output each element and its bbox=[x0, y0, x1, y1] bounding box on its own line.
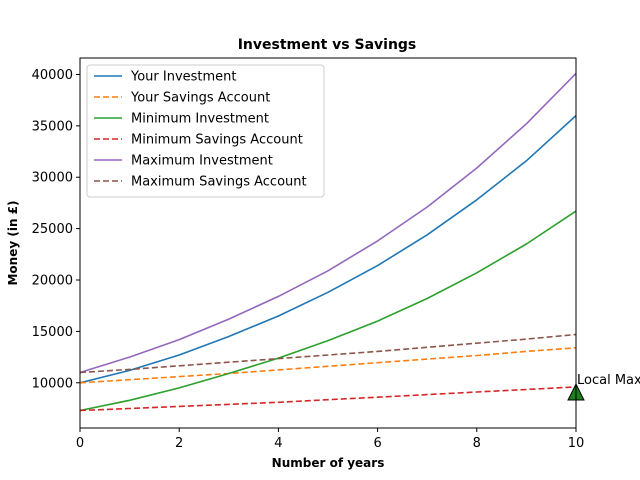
legend-entry: Minimum Savings Account bbox=[131, 133, 303, 148]
series-line-maximum-investment bbox=[79, 72, 577, 374]
x-axis-ticks: 0 2 4 6 8 10 bbox=[76, 428, 584, 451]
y-axis-ticks: 10000 15000 20000 25000 30000 35000 40000 bbox=[32, 68, 80, 391]
series-line-minimum-investment bbox=[79, 210, 577, 412]
legend-entry: Minimum Investment bbox=[131, 112, 269, 127]
y-tick-label: 10000 bbox=[32, 376, 73, 391]
y-tick-label: 25000 bbox=[32, 222, 73, 237]
series-line-minimum-savings-account bbox=[79, 386, 577, 412]
legend-entry: Your Investment bbox=[130, 70, 237, 85]
legend: Your Investment Your Savings Account Minim… bbox=[86, 64, 325, 198]
x-tick-label: 2 bbox=[175, 436, 183, 451]
x-tick-label: 10 bbox=[568, 436, 585, 451]
series-line-your-savings-account bbox=[79, 347, 577, 384]
y-tick-label: 30000 bbox=[32, 171, 73, 186]
x-axis-label: Number of years bbox=[272, 456, 385, 470]
legend-entry: Your Savings Account bbox=[130, 91, 270, 106]
y-tick-label: 15000 bbox=[32, 325, 73, 340]
chart-title: Investment vs Savings bbox=[238, 37, 417, 53]
legend-box bbox=[86, 64, 325, 198]
legend-entry: Maximum Savings Account bbox=[131, 175, 307, 190]
legend-entry: Maximum Investment bbox=[131, 154, 273, 169]
series-line-maximum-savings-account bbox=[79, 333, 577, 374]
y-tick-label: 40000 bbox=[32, 68, 73, 83]
series-layer bbox=[79, 72, 577, 412]
x-tick-label: 4 bbox=[274, 436, 282, 451]
annotation-layer: Local Max bbox=[567, 373, 640, 401]
y-tick-label: 35000 bbox=[32, 119, 73, 134]
y-tick-label: 20000 bbox=[32, 274, 73, 289]
x-tick-label: 6 bbox=[373, 436, 381, 451]
x-tick-label: 8 bbox=[473, 436, 481, 451]
annotation-text: Local Max bbox=[577, 373, 640, 388]
y-axis-label: Money (in £) bbox=[6, 200, 20, 285]
plot-frame bbox=[79, 57, 577, 429]
series-line-your-investment bbox=[79, 115, 577, 384]
x-tick-label: 0 bbox=[76, 436, 84, 451]
